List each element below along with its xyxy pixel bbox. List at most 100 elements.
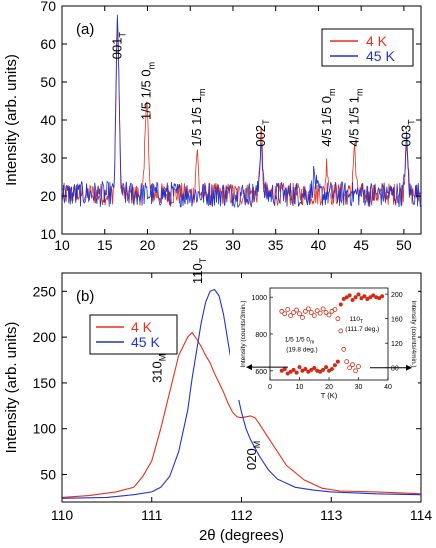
y-tick-label-a: 70 <box>40 0 56 14</box>
legend-a: 4 K45 K <box>321 28 414 67</box>
x-tick-label-a: 45 <box>353 237 369 253</box>
y-tick-label-a: 20 <box>40 188 56 204</box>
inset-point-open <box>338 328 344 334</box>
inset-annotation-1-angle: (19.8 deg.) <box>286 346 317 353</box>
inset-x-tick-label: 30 <box>355 384 363 391</box>
inset-point-filled <box>318 369 323 374</box>
x-tick-label-a: 35 <box>268 237 284 253</box>
y-tick-label-b: 50 <box>40 467 56 483</box>
x-tick-label-a: 40 <box>311 237 327 253</box>
inset: 0 10 20 30 40 600 800 1000 80 120 160 200 T (K) Inten… <box>230 280 418 400</box>
inset-point-filled <box>279 368 284 373</box>
x-tick-label-a: 30 <box>225 237 241 253</box>
y-axis-label-a: Intensity (arb. units) <box>3 54 20 186</box>
inset-y-tick-label-right: 80 <box>391 366 399 373</box>
inset-point-filled <box>303 366 308 371</box>
inset-point-open <box>291 310 297 315</box>
legend-a-label: 45 K <box>366 48 395 64</box>
inset-y-axis-label-left: Intensity (counts/3min.) <box>240 300 247 367</box>
inset-point-open <box>282 311 288 317</box>
inset-point-open <box>311 313 317 319</box>
inset-point-open <box>326 312 332 318</box>
inset-point-filled <box>324 365 329 370</box>
y-tick-label-b: 100 <box>33 421 57 437</box>
x-tick-label-b: 110 <box>51 507 74 523</box>
inset-point-filled <box>344 295 349 300</box>
inset-point-filled <box>335 359 340 364</box>
peak-label-a: 002T <box>253 119 271 147</box>
inset-point-open <box>285 307 291 312</box>
y-tick-label-a: 50 <box>40 74 56 90</box>
y-axis-label-b: Intensity (arb. units) <box>3 322 20 454</box>
inset-point-open <box>317 310 323 316</box>
inset-point-open <box>320 306 326 312</box>
peak-label-a: 4/5 1/5 1m <box>346 88 364 146</box>
inset-point-open <box>288 313 294 319</box>
inset-y-tick-label-left: 600 <box>255 369 267 376</box>
inset-point-open <box>335 316 341 322</box>
inset-arrowhead-right <box>406 364 412 371</box>
inset-y-tick-label-left: 800 <box>255 332 267 339</box>
inset-point-filled <box>300 368 305 373</box>
inset-point-open <box>323 310 329 315</box>
inset-point-filled <box>285 371 290 376</box>
y-tick-label-a: 60 <box>40 36 56 52</box>
legend-b-label: 45 K <box>131 334 160 350</box>
panel-label-b: (b) <box>76 288 94 305</box>
y-tick-label-b: 250 <box>33 283 57 299</box>
y-tick-label-b: 200 <box>33 329 57 345</box>
inset-point-filled <box>297 365 302 370</box>
inset-point-filled <box>365 297 370 302</box>
inset-arrowhead-left <box>246 364 252 371</box>
y-tick-label-a: 30 <box>40 150 56 166</box>
peak-label-b: 110T <box>190 257 208 284</box>
inset-point-open <box>294 307 299 313</box>
legend-b-box <box>89 314 178 355</box>
inset-x-axis-label: T (K) <box>321 391 338 400</box>
inset-point-open <box>279 308 285 314</box>
peak-label-b: 020M <box>244 441 262 470</box>
x-tick-label-a: 10 <box>54 237 70 253</box>
inset-y-tick-label-right: 120 <box>391 341 403 348</box>
inset-point-filled <box>327 368 331 373</box>
series-b-0 <box>61 331 422 498</box>
peak-label-a: 1/5 1/5 0m <box>139 62 157 120</box>
y-tick-label-b: 150 <box>33 375 57 391</box>
y-tick-label-a: 40 <box>40 112 56 128</box>
legend-b: 4 K45 K <box>89 314 178 355</box>
inset-point-filled <box>294 370 299 375</box>
inset-point-open <box>356 364 361 369</box>
inset-point-filled <box>309 367 314 372</box>
series-b-1 <box>61 288 422 499</box>
inset-point-filled <box>321 367 326 372</box>
peak-label-a: 003T <box>398 119 416 147</box>
inset-annotation-1: 1/5 1/5 0m <box>285 336 314 345</box>
x-axis-label-b: 2θ (degrees) <box>199 527 284 544</box>
x-tick-label-b: 111 <box>141 507 162 523</box>
inset-y-tick-label-right: 200 <box>391 292 403 299</box>
inset-point-filled <box>353 295 358 300</box>
x-tick-label-a: 15 <box>97 237 113 253</box>
inset-point-open <box>305 306 311 312</box>
inset-point-open <box>308 310 314 315</box>
y-tick-label-a: 10 <box>40 226 56 242</box>
inset-x-tick-label: 20 <box>325 384 333 391</box>
inset-point-filled <box>368 295 373 300</box>
peak-label-a: 001T <box>110 31 128 59</box>
inset-point-filled <box>341 297 346 302</box>
x-tick-label-b: 112 <box>230 507 253 523</box>
inset-point-filled <box>350 297 355 302</box>
x-tick-label-a: 20 <box>140 237 156 253</box>
inset-y-tick-label-right: 160 <box>391 317 403 324</box>
inset-point-filled <box>362 294 367 299</box>
inset-point-filled <box>380 294 385 299</box>
inset-point-open <box>332 307 338 312</box>
inset-point-open <box>353 368 358 374</box>
inset-point-open <box>341 346 347 352</box>
inset-x-tick-label: 10 <box>296 384 304 391</box>
inset-x-tick-label: 40 <box>384 384 392 391</box>
inset-point-filled <box>359 296 364 301</box>
peak-label-b: 310M <box>150 354 168 383</box>
